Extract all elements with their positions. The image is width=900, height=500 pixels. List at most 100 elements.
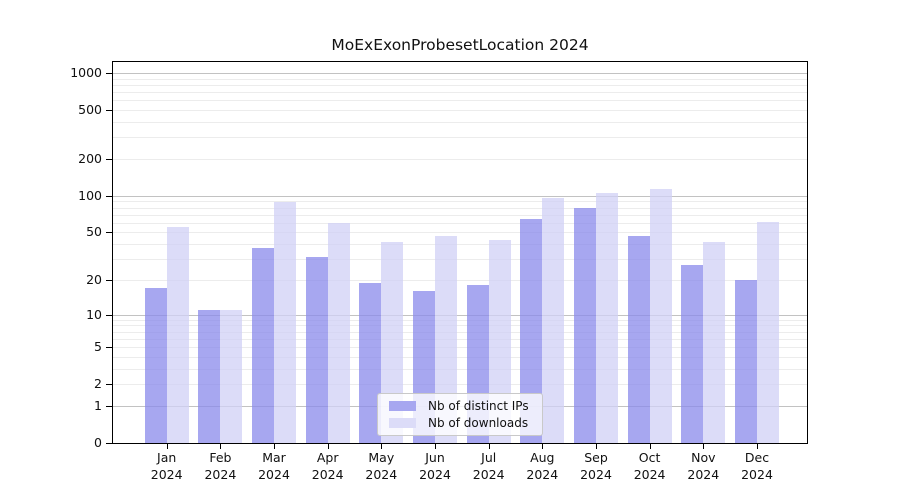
x-tick-mark [649, 444, 651, 449]
legend-item-distinct-ips: Nb of distinct IPs [389, 398, 532, 415]
x-tick-month: Mar [262, 450, 286, 465]
y-tick-mark [106, 405, 112, 407]
bar-distinct-ips-feb [198, 309, 221, 443]
y-tick-mark [106, 384, 112, 386]
legend-label-distinct-ips: Nb of distinct IPs [428, 399, 529, 414]
y-tick-mark [106, 443, 112, 444]
bar-downloads-sep [596, 192, 618, 443]
bar-distinct-ips-dec [735, 279, 757, 443]
x-tick-mark [381, 444, 383, 449]
legend: Nb of distinct IPs Nb of downloads [377, 393, 543, 436]
y-tick-mark [106, 195, 112, 197]
y-tick-mark [106, 279, 112, 281]
bar-distinct-ips-nov [681, 264, 704, 443]
bar-downloads-nov [703, 241, 726, 443]
y-tick-label: 500 [78, 102, 102, 118]
x-tick-label-aug: Aug 2024 [512, 450, 572, 483]
y-tick-label: 20 [86, 271, 102, 287]
minor-gridline [113, 159, 807, 160]
y-tick-label: 10 [86, 306, 102, 322]
x-tick-year: 2024 [633, 466, 666, 482]
y-tick-label: 0 [94, 435, 102, 450]
y-tick-mark [106, 110, 112, 112]
x-tick-year: 2024 [526, 466, 559, 482]
minor-gridline [113, 331, 807, 333]
minor-gridline [113, 110, 807, 112]
x-tick-month: Jun [425, 450, 445, 465]
x-tick-label-feb: Feb 2024 [190, 450, 250, 483]
x-tick-mark [166, 444, 168, 449]
minor-gridline [113, 207, 807, 209]
x-tick-year: 2024 [365, 466, 398, 482]
bar-distinct-ips-apr [305, 257, 328, 443]
legend-label-downloads: Nb of downloads [428, 415, 529, 430]
plot-canvas [113, 62, 807, 443]
minor-gridline [113, 122, 807, 123]
y-tick-label: 1 [94, 397, 102, 413]
y-tick-mark [106, 232, 112, 234]
x-tick-mark [542, 444, 544, 449]
minor-gridline [113, 279, 807, 281]
x-tick-mark [274, 444, 275, 449]
legend-swatch-distinct-ips [389, 401, 416, 412]
x-tick-mark [435, 444, 436, 449]
minor-gridline [113, 222, 807, 224]
minor-gridline [113, 232, 807, 234]
legend-swatch-downloads [389, 417, 416, 428]
x-tick-month: Jul [481, 450, 497, 465]
minor-gridline [113, 347, 807, 348]
minor-gridline [113, 137, 807, 139]
x-tick-year: 2024 [580, 466, 612, 482]
minor-gridline [113, 201, 807, 203]
bar-distinct-ips-may [359, 282, 382, 443]
y-tick-mark [106, 314, 112, 316]
x-tick-label-oct: Oct 2024 [620, 450, 680, 483]
x-tick-year: 2024 [258, 466, 290, 482]
minor-gridline [113, 214, 807, 216]
x-tick-month: Dec [744, 450, 770, 465]
x-tick-month: Feb [209, 450, 232, 465]
bar-downloads-feb [220, 309, 243, 443]
y-tick-label: 2 [94, 376, 102, 392]
y-tick-mark [106, 347, 112, 348]
bar-downloads-apr [327, 222, 350, 443]
x-tick-label-jun: Jun 2024 [405, 450, 465, 483]
x-tick-mark [220, 444, 222, 449]
x-tick-label-mar: Mar 2024 [244, 450, 304, 483]
bar-downloads-jun [435, 235, 457, 443]
bar-downloads-mar [274, 202, 296, 443]
y-tick-mark [106, 159, 112, 160]
x-tick-month: Nov [691, 450, 716, 465]
x-tick-label-may: May 2024 [351, 450, 411, 483]
bar-downloads-jul [488, 240, 511, 443]
x-tick-label-jan: Jan 2024 [137, 450, 197, 483]
bar-downloads-may [381, 241, 404, 443]
x-tick-mark [327, 444, 329, 449]
minor-gridline [113, 244, 807, 246]
legend-item-downloads: Nb of downloads [389, 415, 532, 432]
bar-downloads-jan [166, 227, 189, 443]
y-tick-label: 100 [78, 187, 102, 203]
x-tick-mark [488, 444, 490, 449]
minor-gridline [113, 384, 807, 386]
x-tick-month: Aug [530, 450, 555, 465]
y-tick-label: 1000 [70, 65, 102, 80]
x-tick-month: Sep [584, 450, 608, 465]
y-tick-label: 5 [94, 339, 102, 354]
major-gridline [113, 195, 807, 197]
x-tick-month: Apr [316, 450, 339, 465]
minor-gridline [113, 84, 807, 86]
minor-gridline [113, 338, 807, 340]
x-tick-year: 2024 [472, 466, 505, 482]
x-tick-label-dec: Dec 2024 [727, 450, 787, 483]
x-tick-year: 2024 [150, 466, 183, 482]
minor-gridline [113, 319, 807, 321]
minor-gridline [113, 100, 807, 102]
y-tick-mark [106, 73, 112, 74]
x-tick-month: Jan [157, 450, 177, 465]
x-tick-year: 2024 [419, 466, 451, 482]
bar-distinct-ips-jan [144, 288, 167, 443]
x-tick-month: Oct [638, 450, 661, 465]
major-gridline [113, 314, 807, 316]
